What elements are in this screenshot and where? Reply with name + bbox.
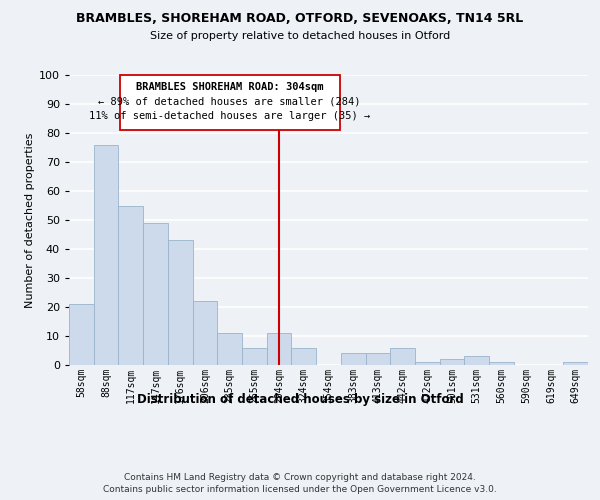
- Text: BRAMBLES SHOREHAM ROAD: 304sqm: BRAMBLES SHOREHAM ROAD: 304sqm: [136, 82, 323, 92]
- Text: BRAMBLES, SHOREHAM ROAD, OTFORD, SEVENOAKS, TN14 5RL: BRAMBLES, SHOREHAM ROAD, OTFORD, SEVENOA…: [76, 12, 524, 26]
- Bar: [94, 144, 118, 365]
- Text: Distribution of detached houses by size in Otford: Distribution of detached houses by size …: [137, 392, 463, 406]
- Bar: [390, 348, 415, 365]
- Bar: [69, 304, 94, 365]
- Bar: [292, 348, 316, 365]
- Bar: [143, 223, 168, 365]
- Bar: [168, 240, 193, 365]
- Bar: [341, 354, 365, 365]
- Bar: [193, 301, 217, 365]
- Text: Size of property relative to detached houses in Otford: Size of property relative to detached ho…: [150, 31, 450, 41]
- Bar: [242, 348, 267, 365]
- Y-axis label: Number of detached properties: Number of detached properties: [25, 132, 35, 308]
- Text: 11% of semi-detached houses are larger (35) →: 11% of semi-detached houses are larger (…: [89, 112, 370, 121]
- Bar: [217, 333, 242, 365]
- Bar: [563, 362, 588, 365]
- FancyBboxPatch shape: [119, 75, 340, 130]
- Text: Contains public sector information licensed under the Open Government Licence v3: Contains public sector information licen…: [103, 485, 497, 494]
- Bar: [267, 333, 292, 365]
- Bar: [365, 354, 390, 365]
- Text: ← 89% of detached houses are smaller (284): ← 89% of detached houses are smaller (28…: [98, 97, 361, 107]
- Bar: [415, 362, 440, 365]
- Bar: [440, 359, 464, 365]
- Bar: [489, 362, 514, 365]
- Bar: [118, 206, 143, 365]
- Bar: [464, 356, 489, 365]
- Text: Contains HM Land Registry data © Crown copyright and database right 2024.: Contains HM Land Registry data © Crown c…: [124, 472, 476, 482]
